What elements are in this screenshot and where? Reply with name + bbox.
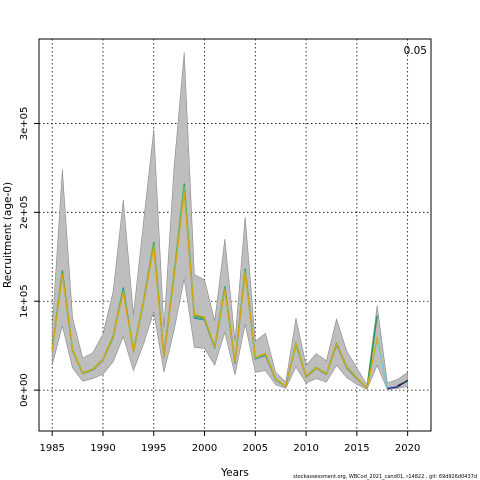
- series-line-3: [51, 192, 398, 389]
- corner-label: 0.05: [404, 45, 427, 57]
- y-axis: 0e+00 1e+05 2e+05 3e+05: [19, 107, 39, 407]
- plot-frame: [38, 38, 432, 432]
- y-axis-title: Recruitment (age-0): [2, 182, 14, 288]
- y-tick-label-0: 0e+00: [19, 373, 30, 407]
- footer-credit: stockassessment.org, WBCod_2021_cand01, …: [293, 474, 477, 480]
- y-tick-label-1: 1e+05: [19, 284, 30, 318]
- x-axis-title: Years: [220, 467, 249, 479]
- x-tick-label-2: 1995: [141, 443, 166, 454]
- grid-lines: [39, 39, 431, 431]
- y-tick-label-3: 3e+05: [19, 107, 30, 141]
- x-axis: 1985 1990 1995 2000 2005 2010 2015 2020: [39, 431, 420, 454]
- series-line-7: [397, 380, 408, 387]
- series-lines: [51, 183, 408, 390]
- x-tick-label-1: 1990: [90, 443, 115, 454]
- x-tick-label-6: 2015: [344, 443, 369, 454]
- confidence-band: [51, 52, 408, 390]
- x-tick-label-7: 2020: [395, 443, 420, 454]
- x-tick-label-3: 2000: [192, 443, 217, 454]
- x-tick-label-0: 1985: [39, 443, 64, 454]
- x-tick-label-4: 2005: [243, 443, 268, 454]
- x-tick-label-5: 2010: [293, 443, 318, 454]
- y-tick-label-2: 2e+05: [19, 196, 30, 230]
